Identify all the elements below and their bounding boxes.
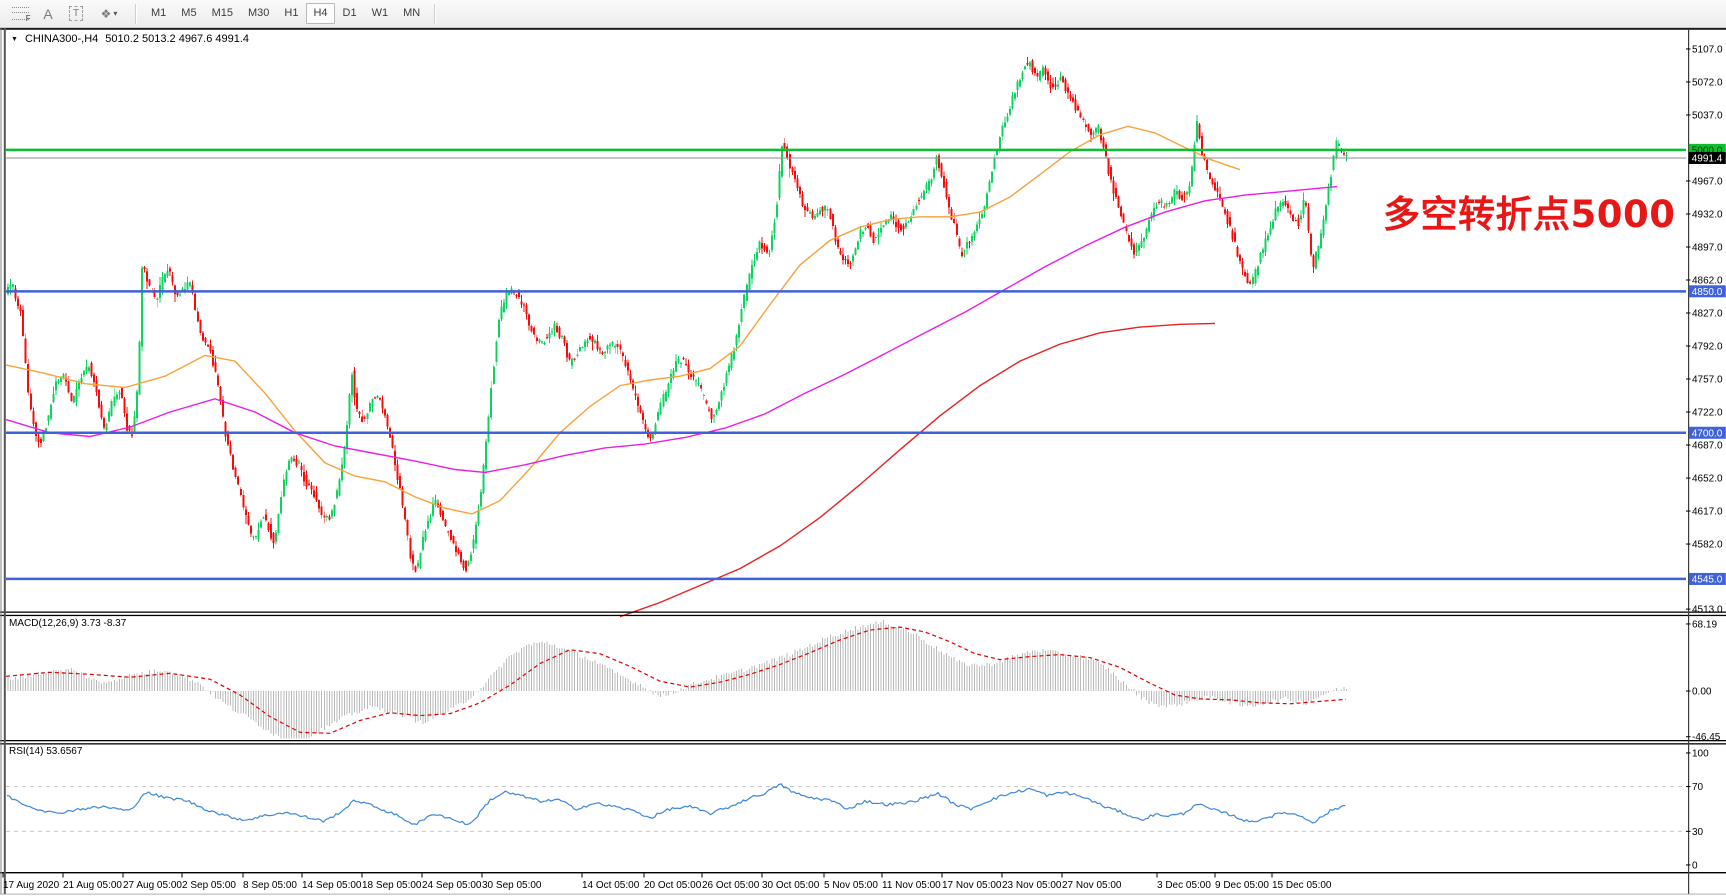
dropdown-caret-icon: ▾	[113, 9, 118, 18]
svg-text:4687.0: 4687.0	[1692, 441, 1723, 452]
svg-text:4850.0: 4850.0	[1692, 287, 1723, 298]
svg-text:4757.0: 4757.0	[1692, 375, 1723, 386]
toolbar-separator-end	[434, 3, 437, 24]
macd-indicator-label: MACD(12,26,9) 3.73 -8.37	[9, 618, 127, 629]
toolbar-separator	[135, 3, 137, 24]
panel-separator[interactable]	[0, 893, 1726, 895]
chart-left-border	[3, 28, 6, 894]
svg-text:68.19: 68.19	[1692, 619, 1717, 630]
svg-text:18 Sep 05:00: 18 Sep 05:00	[362, 880, 422, 891]
timeframe-button-D1[interactable]: D1	[336, 3, 364, 24]
svg-text:27 Nov 05:00: 27 Nov 05:00	[1062, 880, 1122, 891]
price-annotation-text[interactable]: 多空转折点5000	[1383, 193, 1676, 236]
svg-text:0.00: 0.00	[1692, 687, 1712, 698]
ma-mid-magenta[interactable]	[5, 185, 1338, 474]
svg-text:30 Oct 05:00: 30 Oct 05:00	[762, 880, 820, 891]
ma-slow-red[interactable]	[619, 322, 1216, 618]
svg-text:17 Aug 2020: 17 Aug 2020	[3, 880, 60, 891]
toolbar: F A T ❖ ▾ M1 M5 M15 M30 H1 H4 D1 W1 MN	[0, 0, 1726, 28]
timeframe-bar: M1 M5 M15 M30 H1 H4 D1 W1 MN	[144, 3, 427, 24]
svg-text:4862.0: 4862.0	[1692, 275, 1723, 286]
price-badge-current-price: 4991.4	[1688, 151, 1726, 164]
svg-text:4652.0: 4652.0	[1692, 474, 1723, 485]
svg-text:14 Oct 05:00: 14 Oct 05:00	[582, 880, 640, 891]
svg-text:23 Nov 05:00: 23 Nov 05:00	[1002, 880, 1062, 891]
timeframe-button-M5[interactable]: M5	[174, 3, 203, 24]
svg-text:4617.0: 4617.0	[1692, 507, 1723, 518]
svg-text:5 Nov 05:00: 5 Nov 05:00	[824, 880, 878, 891]
svg-text:2 Sep 05:00: 2 Sep 05:00	[182, 880, 236, 891]
text-tool-icon[interactable]: A	[43, 5, 53, 22]
svg-text:4722.0: 4722.0	[1692, 408, 1723, 419]
time-axis[interactable]: 17 Aug 2020 21 Aug 05:00 27 Aug 05:00 2 Sep…	[2, 873, 1332, 891]
svg-text:9 Dec 05:00: 9 Dec 05:00	[1215, 880, 1269, 891]
timeframe-button-H1[interactable]: H1	[277, 3, 305, 24]
panel-separator[interactable]	[0, 740, 1726, 742]
timeframe-button-MN[interactable]: MN	[396, 3, 427, 24]
chart-title: ▼ CHINA300-,H4 5010.2 5013.2 4967.6 4991…	[11, 33, 249, 45]
svg-text:3 Dec 05:00: 3 Dec 05:00	[1157, 880, 1211, 891]
svg-text:26 Oct 05:00: 26 Oct 05:00	[702, 880, 760, 891]
price-badge-support-4700: 4700.0	[1688, 426, 1726, 439]
symbol-timeframe-label: CHINA300-,H4	[24, 33, 99, 45]
price-axis-border	[1688, 29, 1690, 894]
price-badge-support-4850: 4850.0	[1688, 285, 1726, 298]
svg-text:30 Sep 05:00: 30 Sep 05:00	[482, 880, 542, 891]
candles[interactable]	[7, 57, 1348, 573]
svg-text:100: 100	[1692, 748, 1709, 759]
svg-text:5107.0: 5107.0	[1692, 44, 1723, 55]
rsi-line	[6, 783, 1346, 826]
svg-text:4932.0: 4932.0	[1692, 209, 1723, 220]
svg-text:14 Sep 05:00: 14 Sep 05:00	[302, 880, 362, 891]
panel-separator[interactable]	[0, 611, 1726, 613]
svg-text:4700.0: 4700.0	[1692, 428, 1723, 439]
timeframe-button-M1[interactable]: M1	[144, 3, 173, 24]
timeframe-button-W1[interactable]: W1	[365, 3, 396, 24]
svg-text:24 Sep 05:00: 24 Sep 05:00	[422, 880, 482, 891]
rsi-indicator-label: RSI(14) 53.6567	[9, 746, 83, 757]
svg-text:30: 30	[1692, 827, 1704, 838]
svg-text:70: 70	[1692, 782, 1704, 793]
svg-text:15 Dec 05:00: 15 Dec 05:00	[1272, 880, 1332, 891]
svg-text:4827.0: 4827.0	[1692, 309, 1723, 320]
svg-text:0: 0	[1692, 860, 1698, 871]
panel-separator[interactable]	[0, 614, 1726, 617]
svg-text:4991.4: 4991.4	[1692, 153, 1723, 164]
panel-separator[interactable]	[0, 743, 1726, 745]
macd-histogram	[7, 620, 1347, 739]
svg-text:4792.0: 4792.0	[1692, 342, 1723, 353]
svg-text:27 Aug 05:00: 27 Aug 05:00	[123, 880, 182, 891]
svg-text:4967.0: 4967.0	[1692, 176, 1723, 187]
macd-signal-line	[5, 626, 1347, 734]
svg-text:4513.0: 4513.0	[1692, 605, 1723, 616]
panel-separator[interactable]	[0, 28, 1726, 30]
ma-fast-orange[interactable]	[5, 125, 1241, 515]
collapse-triangle-icon[interactable]: ▼	[11, 35, 18, 43]
arrow-objects-icon[interactable]: ❖ ▾	[100, 6, 118, 21]
text-label-tool-icon[interactable]: T	[62, 2, 90, 25]
svg-text:-46.45: -46.45	[1692, 732, 1721, 743]
svg-text:21 Aug 05:00: 21 Aug 05:00	[63, 880, 122, 891]
svg-text:5037.0: 5037.0	[1692, 110, 1723, 121]
svg-text:17 Nov 05:00: 17 Nov 05:00	[942, 880, 1002, 891]
panel-separator[interactable]	[0, 872, 1726, 874]
price-badge-support-4545: 4545.0	[1688, 572, 1726, 585]
svg-text:20 Oct 05:00: 20 Oct 05:00	[644, 880, 702, 891]
svg-text:4545.0: 4545.0	[1692, 574, 1723, 585]
price-axis[interactable]: 5107.0 5072.0 5037.0 4967.0 4932.0 4897.0 4862…	[1686, 44, 1723, 871]
timeframe-button-H4[interactable]: H4	[306, 3, 335, 24]
fibonacci-retracement-icon[interactable]: F	[6, 2, 34, 25]
svg-text:8 Sep 05:00: 8 Sep 05:00	[243, 880, 297, 891]
timeframe-button-M30[interactable]: M30	[241, 3, 276, 24]
svg-text:5072.0: 5072.0	[1692, 77, 1723, 88]
svg-text:11 Nov 05:00: 11 Nov 05:00	[882, 880, 941, 891]
svg-text:4582.0: 4582.0	[1692, 540, 1723, 551]
ohlc-values: 5010.2 5013.2 4967.6 4991.4	[105, 33, 250, 45]
window-left-border	[0, 28, 2, 894]
timeframe-button-M15[interactable]: M15	[205, 3, 240, 24]
svg-text:5000.0: 5000.0	[1692, 145, 1723, 156]
svg-text:4897.0: 4897.0	[1692, 242, 1723, 253]
